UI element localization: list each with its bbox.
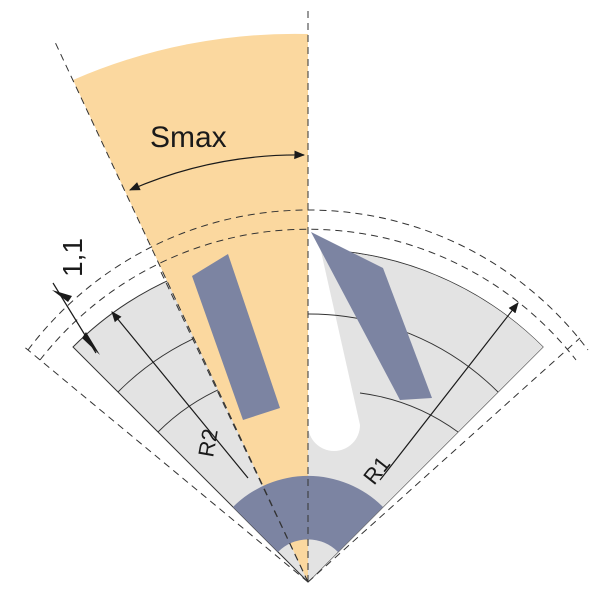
dash-arc-outer: [27, 209, 589, 351]
dash-right-edge: [307, 337, 581, 583]
clearance-arrow-top: [52, 290, 72, 302]
smax-dimension-arc: [129, 150, 306, 191]
gullet-cut: [308, 238, 360, 451]
clearance-arrow-bottom: [82, 332, 100, 355]
smax-label: Smax: [150, 121, 227, 154]
clearance-label: 1,1: [57, 238, 88, 277]
inner-arc-right-2: [359, 392, 459, 433]
r2-label: R2: [193, 427, 223, 459]
dash-hub-left: [159, 269, 309, 583]
inner-arc-right: [307, 313, 499, 393]
left-jaw: [192, 254, 280, 420]
r1-dimension-line: [379, 302, 519, 481]
hub-ring: [233, 475, 383, 552]
dash-left-edge: [21, 344, 309, 583]
r2-dimension-line: [111, 311, 249, 479]
right-jaw: [311, 232, 432, 400]
